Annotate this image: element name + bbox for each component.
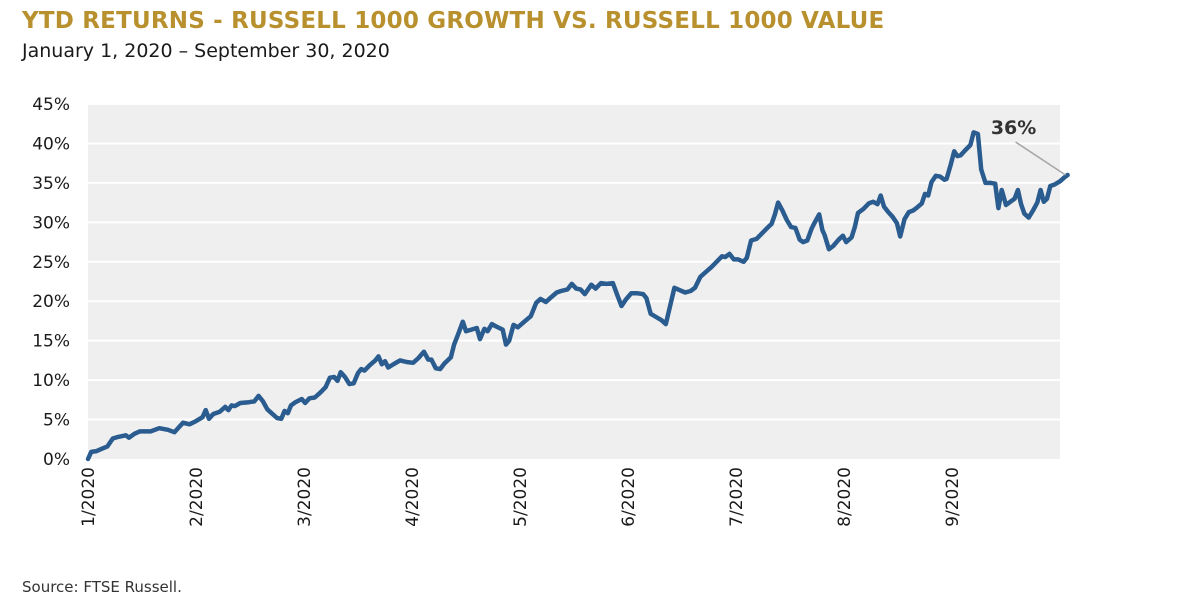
x-tick-label: 2/2020: [187, 467, 207, 527]
x-tick-label: 3/2020: [295, 467, 315, 527]
y-tick-label: 10%: [32, 371, 70, 391]
y-tick-label: 30%: [32, 213, 70, 233]
chart-title: YTD RETURNS - RUSSELL 1000 GROWTH VS. RU…: [22, 8, 885, 34]
annotations: 36%: [991, 117, 1066, 176]
x-tick-label: 8/2020: [835, 467, 855, 527]
series-line-ytd-returns: [85, 130, 1070, 462]
annotation-leader-line: [1015, 141, 1066, 176]
y-axis-ticks: 0% 5% 10% 15% 20% 25% 30% 35% 40% 45%: [32, 95, 70, 470]
x-tick-label: 1/2020: [79, 467, 99, 527]
y-tick-label: 40%: [32, 134, 70, 154]
y-tick-label: 20%: [32, 292, 70, 312]
y-tick-label: 0%: [43, 450, 70, 470]
x-tick-label: 7/2020: [727, 467, 747, 527]
y-tick-label: 15%: [32, 332, 70, 352]
x-axis-ticks: 1/2020 2/2020 3/2020 4/2020 5/2020 6/2020 7/20…: [79, 467, 963, 527]
x-tick-label: 5/2020: [511, 467, 531, 527]
chart-subtitle: January 1, 2020 – September 30, 2020: [22, 40, 390, 62]
source-note: Source: FTSE Russell.: [22, 578, 182, 596]
annotation-label: 36%: [991, 117, 1036, 139]
x-tick-label: 9/2020: [943, 467, 963, 527]
y-tick-label: 5%: [43, 411, 70, 431]
x-tick-label: 4/2020: [403, 467, 423, 527]
y-tick-label: 45%: [32, 95, 70, 115]
y-tick-label: 35%: [32, 174, 70, 194]
x-tick-label: 6/2020: [619, 467, 639, 527]
y-tick-label: 25%: [32, 253, 70, 273]
